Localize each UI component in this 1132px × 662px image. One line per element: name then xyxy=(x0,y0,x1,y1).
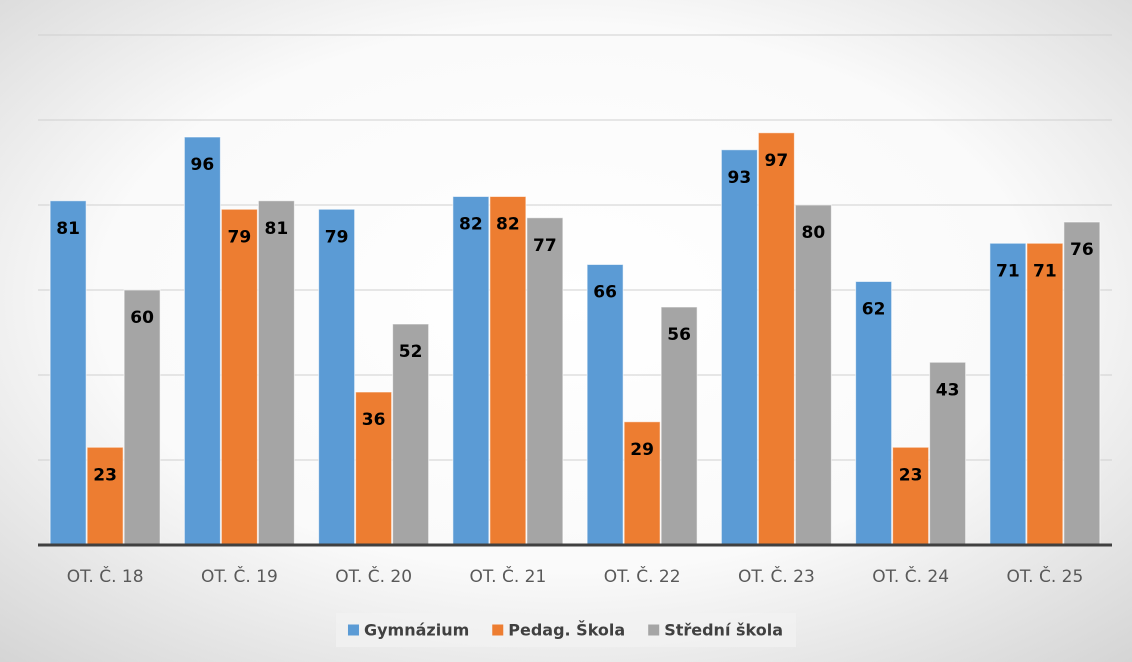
bar xyxy=(720,149,758,546)
data-label: 52 xyxy=(399,342,423,362)
data-label: 29 xyxy=(630,440,654,460)
bar xyxy=(929,361,967,546)
data-label: 82 xyxy=(496,215,520,235)
bar xyxy=(892,446,930,546)
x-tick-label: OT. Č. 20 xyxy=(335,565,412,587)
data-label: 79 xyxy=(228,227,252,247)
legend-swatch xyxy=(492,624,504,636)
bar xyxy=(794,204,832,546)
data-label: 43 xyxy=(936,380,960,400)
legend: Gymnázium Pedag. Škola Střední škola xyxy=(335,613,797,647)
data-label: 81 xyxy=(265,219,289,239)
legend-label: Gymnázium xyxy=(364,621,469,640)
bar xyxy=(452,196,490,546)
data-label: 71 xyxy=(996,261,1020,281)
bar xyxy=(623,421,661,546)
bar xyxy=(660,306,698,546)
data-label: 71 xyxy=(1033,261,1057,281)
x-tick-label: OT. Č. 24 xyxy=(872,565,949,587)
x-tick-label: OT. Č. 22 xyxy=(604,565,681,587)
legend-box xyxy=(335,613,797,647)
bar xyxy=(220,208,258,546)
bar xyxy=(989,242,1027,546)
data-label: 82 xyxy=(459,215,483,235)
bar xyxy=(183,136,221,546)
bar xyxy=(489,196,527,546)
data-label: 79 xyxy=(325,227,349,247)
bar xyxy=(86,446,124,546)
data-label: 97 xyxy=(765,151,789,171)
data-label: 60 xyxy=(130,308,154,328)
bar xyxy=(49,200,87,546)
legend-label: Střední škola xyxy=(664,621,783,640)
bar xyxy=(123,289,161,546)
bar xyxy=(318,208,356,546)
legend-label: Pedag. Škola xyxy=(508,621,625,640)
data-label: 23 xyxy=(93,465,117,485)
data-label: 23 xyxy=(899,465,923,485)
bar xyxy=(1026,242,1064,546)
data-label: 96 xyxy=(191,155,215,175)
x-tick-label: OT. Č. 21 xyxy=(469,565,546,587)
data-label: 36 xyxy=(362,410,386,430)
x-tick-label: OT. Č. 19 xyxy=(201,565,278,587)
bar xyxy=(1063,221,1101,546)
data-label: 62 xyxy=(862,300,886,320)
bar xyxy=(586,264,624,546)
x-tick-label: OT. Č. 23 xyxy=(738,565,815,587)
bar xyxy=(257,200,295,546)
legend-swatch xyxy=(648,624,660,636)
data-label: 66 xyxy=(593,283,617,303)
data-label: 56 xyxy=(667,325,691,345)
data-label: 77 xyxy=(533,236,557,256)
bar xyxy=(757,132,795,546)
bar xyxy=(855,281,893,546)
data-label: 76 xyxy=(1070,240,1094,260)
bar xyxy=(392,323,430,546)
legend-swatch xyxy=(347,624,359,636)
x-tick-label: OT. Č. 25 xyxy=(1006,565,1083,587)
bar xyxy=(526,217,564,546)
x-tick-label: OT. Č. 18 xyxy=(67,565,144,587)
data-label: 93 xyxy=(728,168,752,188)
data-label: 81 xyxy=(56,219,80,239)
data-label: 80 xyxy=(802,223,826,243)
